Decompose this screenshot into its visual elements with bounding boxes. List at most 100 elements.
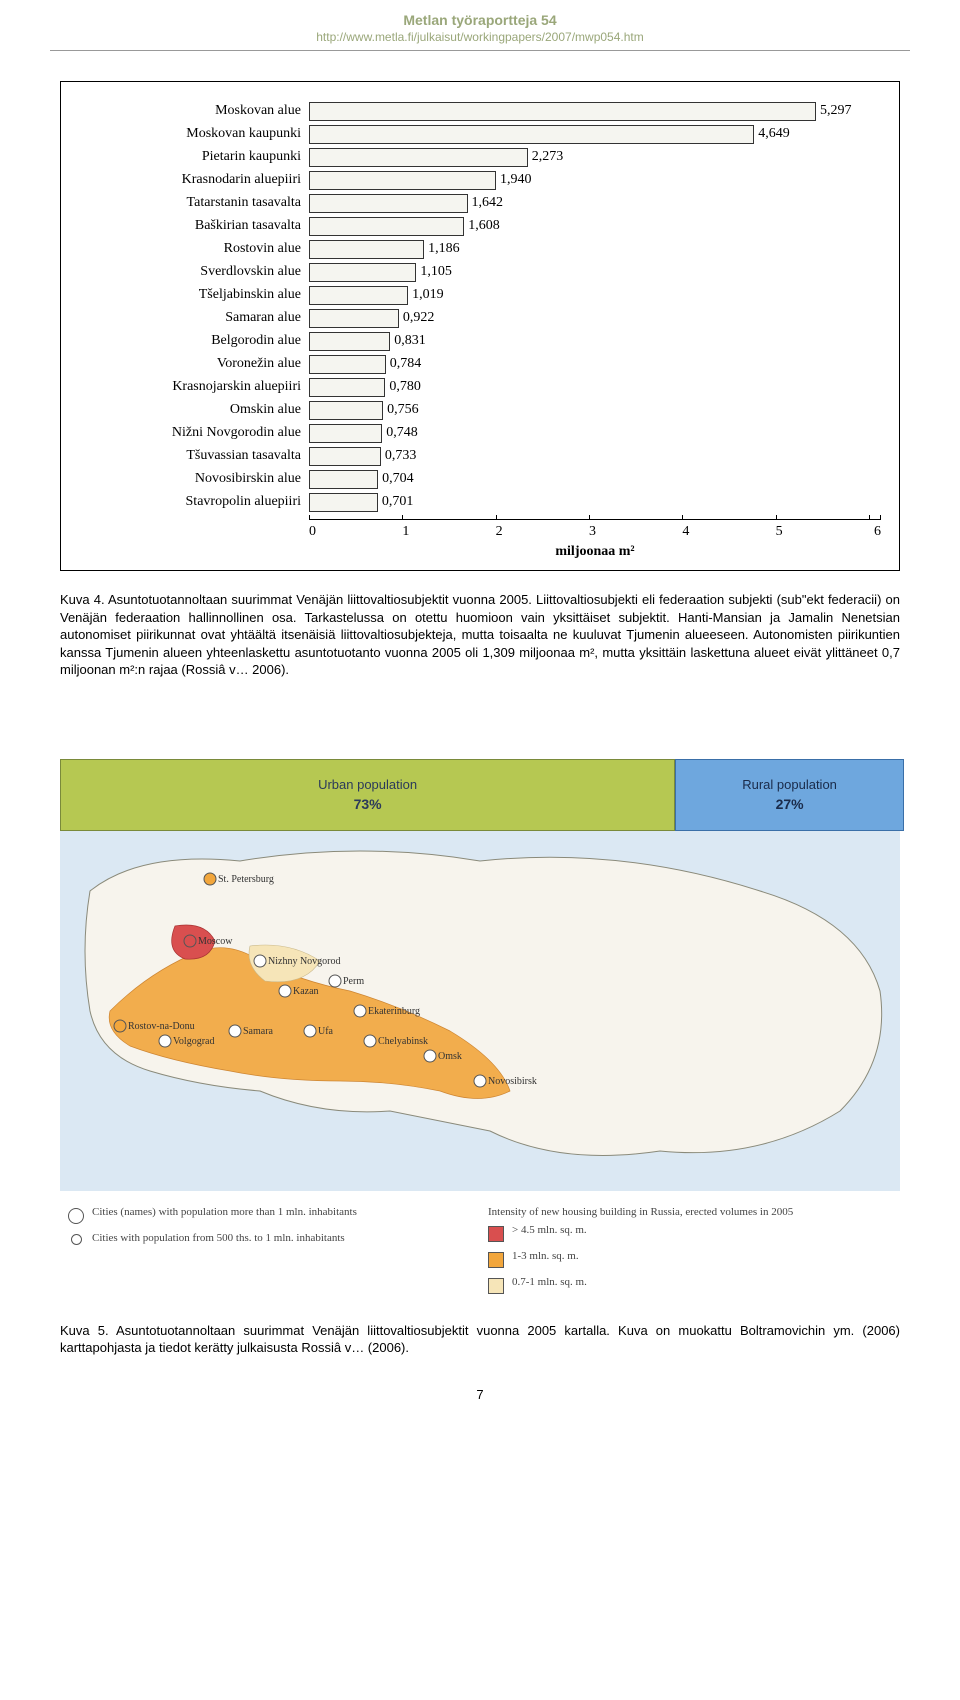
chart-bar-area: 4,649 bbox=[309, 124, 881, 144]
chart-row-label: Krasnodarin aluepiiri bbox=[71, 172, 309, 188]
chart-row-label: Krasnojarskin aluepiiri bbox=[71, 379, 309, 395]
city-marker bbox=[354, 1005, 366, 1017]
city-label: St. Petersburg bbox=[218, 874, 274, 885]
legend-text: Cities with population from 500 ths. to … bbox=[92, 1232, 345, 1244]
chart-bar bbox=[309, 378, 385, 397]
chart-row: Tšeljabinskin alue1,019 bbox=[71, 284, 881, 306]
chart-row-label: Voronežin alue bbox=[71, 356, 309, 372]
chart-value-label: 2,273 bbox=[532, 148, 564, 165]
chart-bar bbox=[309, 240, 424, 259]
chart-tick: 6 bbox=[869, 524, 881, 540]
legend-swatch bbox=[488, 1226, 504, 1242]
chart-row: Baškirian tasavalta 1,608 bbox=[71, 215, 881, 237]
legend-item: > 4.5 mln. sq. m. bbox=[488, 1224, 892, 1242]
chart-bar bbox=[309, 171, 496, 190]
city-label: Novosibirsk bbox=[488, 1076, 537, 1087]
chart-row: Sverdlovskin alue 1,105 bbox=[71, 261, 881, 283]
chart-value-label: 0,701 bbox=[382, 493, 414, 510]
chart-row-label: Baškirian tasavalta bbox=[71, 218, 309, 234]
city-marker bbox=[159, 1035, 171, 1047]
chart-value-label: 0,748 bbox=[386, 424, 418, 441]
header-url: http://www.metla.fi/julkaisut/workingpap… bbox=[50, 30, 910, 44]
city-marker bbox=[304, 1025, 316, 1037]
chart-row-label: Samaran alue bbox=[71, 310, 309, 326]
chart-bar-area: 1,940 bbox=[309, 170, 881, 190]
chart-axis-title: miljoonaa m² bbox=[309, 544, 881, 560]
city-marker bbox=[329, 975, 341, 987]
chart-bar bbox=[309, 470, 378, 489]
chart-bar bbox=[309, 447, 381, 466]
chart-row: Krasnojarskin aluepiiri0,780 bbox=[71, 376, 881, 398]
rural-pct: 27% bbox=[776, 796, 804, 812]
chart-row-label: Moskovan alue bbox=[71, 103, 309, 119]
circle-big-icon bbox=[68, 1208, 84, 1224]
city-label: Omsk bbox=[438, 1051, 462, 1062]
russia-map: St. Petersburg Moscow Rostov-na-Donu Volgog… bbox=[60, 831, 900, 1191]
legend-cities-col: Cities (names) with population more than… bbox=[60, 1206, 480, 1302]
legend-text: 0.7-1 mln. sq. m. bbox=[512, 1276, 587, 1288]
chart-row: Pietarin kaupunki2,273 bbox=[71, 146, 881, 168]
chart-tick: 4 bbox=[682, 524, 775, 540]
chart-bar bbox=[309, 102, 816, 121]
chart-row-label: Sverdlovskin alue bbox=[71, 264, 309, 280]
city-marker bbox=[279, 985, 291, 997]
chart-tick: 0 bbox=[309, 524, 402, 540]
chart-bar bbox=[309, 148, 528, 167]
figure-5-caption: Kuva 5. Asuntotuotannoltaan suurimmat Ve… bbox=[60, 1322, 900, 1357]
chart-row: Krasnodarin aluepiiri1,940 bbox=[71, 169, 881, 191]
city-label: Moscow bbox=[198, 936, 233, 947]
chart-value-label: 1,608 bbox=[468, 217, 500, 234]
chart-value-label: 0,831 bbox=[394, 332, 426, 349]
chart-row: Rostovin alue1,186 bbox=[71, 238, 881, 260]
page-header: Metlan työraportteja 54 http://www.metla… bbox=[50, 0, 910, 51]
city-label: Nizhny Novgorod bbox=[268, 956, 341, 967]
chart-value-label: 0,922 bbox=[403, 309, 435, 326]
chart-row-label: Stavropolin aluepiiri bbox=[71, 494, 309, 510]
chart-row: Samaran alue 0,922 bbox=[71, 307, 881, 329]
city-marker bbox=[114, 1020, 126, 1032]
legend-item: 1-3 mln. sq. m. bbox=[488, 1250, 892, 1268]
chart-bar bbox=[309, 355, 386, 374]
city-marker bbox=[254, 955, 266, 967]
chart-row: Voronežin alue0,784 bbox=[71, 353, 881, 375]
chart-bar bbox=[309, 332, 390, 351]
city-marker bbox=[204, 873, 216, 885]
chart-row-label: Nižni Novgorodin alue bbox=[71, 425, 309, 441]
chart-tick: 1 bbox=[402, 524, 495, 540]
legend-swatch bbox=[488, 1278, 504, 1294]
chart-row-label: Moskovan kaupunki bbox=[71, 126, 309, 142]
city-label: Perm bbox=[343, 976, 364, 987]
map-figure: Urban population 73% Rural population 27… bbox=[60, 759, 900, 1302]
chart-row-label: Belgorodin alue bbox=[71, 333, 309, 349]
chart-row: Novosibirskin alue0,704 bbox=[71, 468, 881, 490]
legend-text: > 4.5 mln. sq. m. bbox=[512, 1224, 587, 1236]
chart-bar bbox=[309, 125, 754, 144]
city-label: Chelyabinsk bbox=[378, 1036, 428, 1047]
urban-population-bar: Urban population 73% bbox=[60, 759, 675, 831]
chart-bar-area: 0,922 bbox=[309, 308, 881, 328]
population-bars: Urban population 73% Rural population 27… bbox=[60, 759, 900, 831]
city-label: Volgograd bbox=[173, 1036, 214, 1047]
chart-bar bbox=[309, 286, 408, 305]
chart-value-label: 0,756 bbox=[387, 401, 419, 418]
map-legend: Cities (names) with population more than… bbox=[60, 1206, 900, 1302]
city-label: Rostov-na-Donu bbox=[128, 1021, 195, 1032]
chart-value-label: 5,297 bbox=[820, 102, 852, 119]
chart-tick: 5 bbox=[776, 524, 869, 540]
chart-bar-area: 0,733 bbox=[309, 446, 881, 466]
city-label: Ufa bbox=[318, 1026, 334, 1037]
chart-value-label: 4,649 bbox=[758, 125, 790, 142]
chart-value-label: 1,186 bbox=[428, 240, 460, 257]
chart-bar-area: 0,748 bbox=[309, 423, 881, 443]
chart-value-label: 1,019 bbox=[412, 286, 444, 303]
legend-text: 1-3 mln. sq. m. bbox=[512, 1250, 579, 1262]
chart-value-label: 0,704 bbox=[382, 470, 414, 487]
chart-row: Belgorodin alue 0,831 bbox=[71, 330, 881, 352]
city-marker bbox=[474, 1075, 486, 1087]
chart-row: Tatarstanin tasavalta1,642 bbox=[71, 192, 881, 214]
rural-label: Rural population bbox=[742, 777, 837, 792]
chart-value-label: 1,105 bbox=[420, 263, 452, 280]
legend-intensity-title: Intensity of new housing building in Rus… bbox=[488, 1206, 892, 1218]
bar-chart: Moskovan alue 5,297 Moskovan kaupunki 4,649… bbox=[60, 81, 900, 571]
chart-x-axis: 0123456 bbox=[309, 519, 881, 540]
